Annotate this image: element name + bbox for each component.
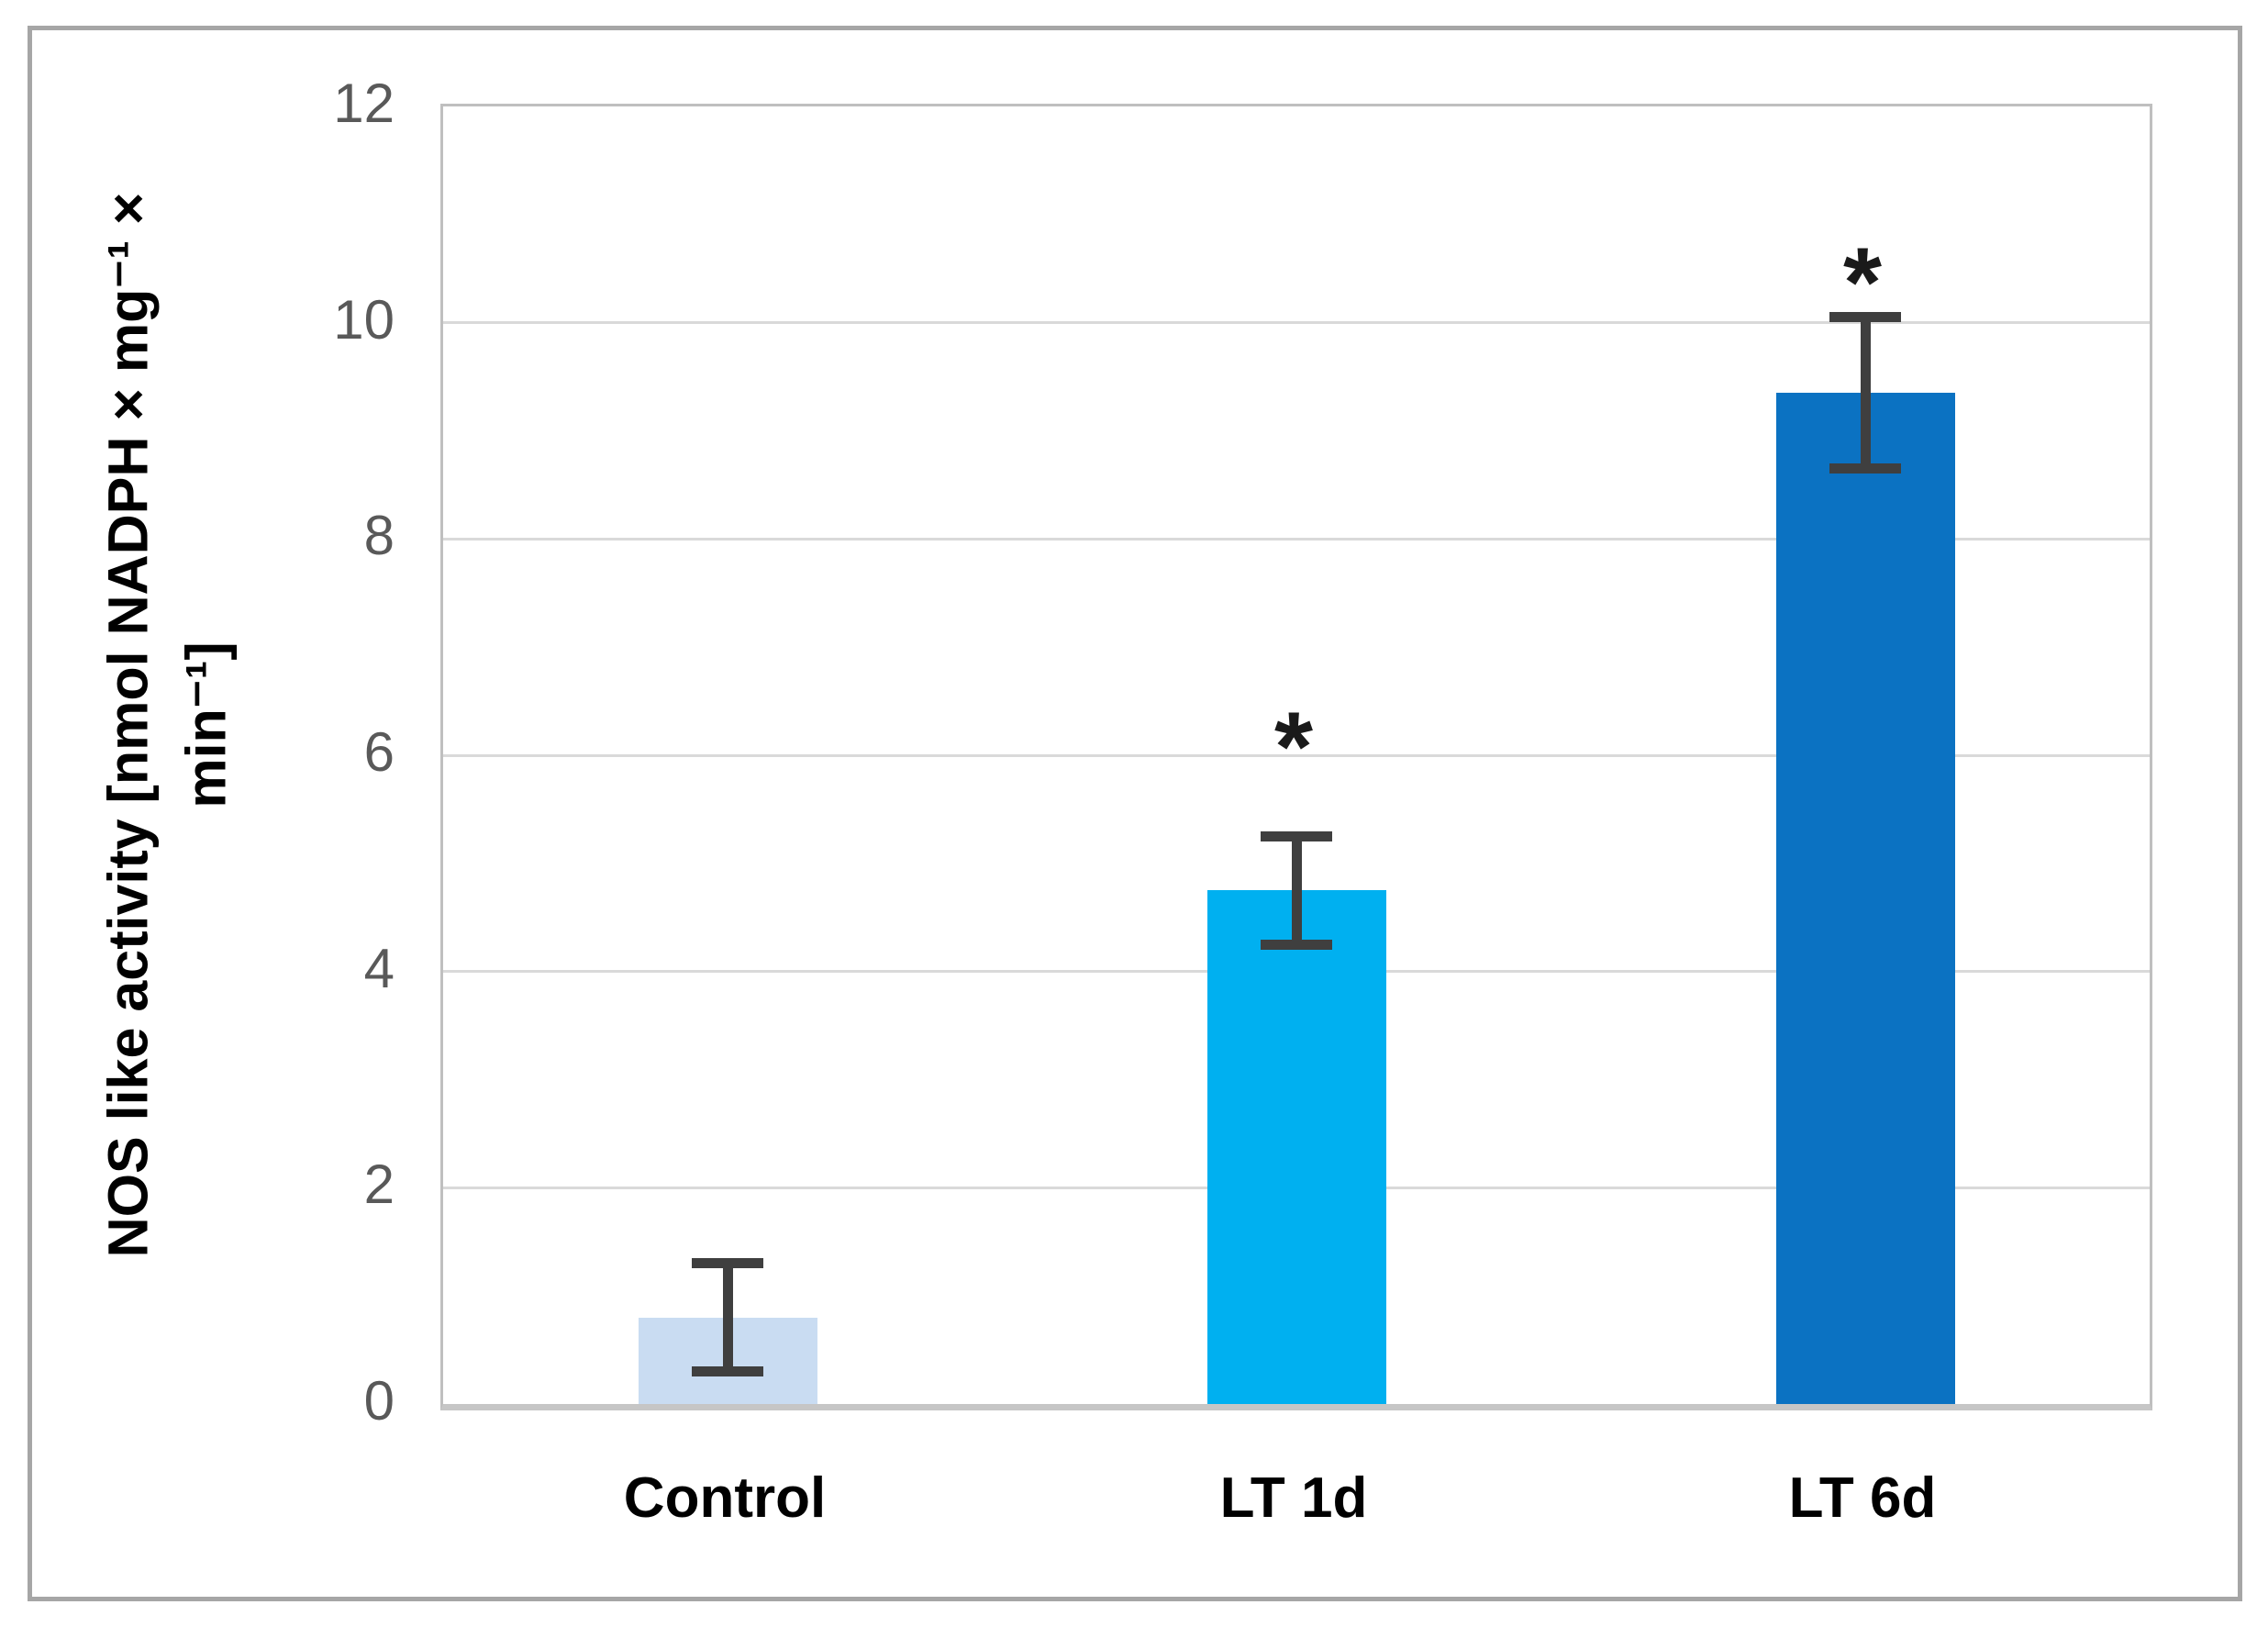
- y-tick-label: 4: [363, 937, 395, 999]
- gridline: [443, 321, 2150, 325]
- error-bar-cap: [1829, 463, 1901, 474]
- significance-asterisk: *: [1273, 690, 1314, 802]
- y-tick-label: 0: [363, 1370, 395, 1432]
- error-bar-cap: [1829, 312, 1901, 323]
- x-category-label: Control: [623, 1466, 827, 1530]
- figure-border: [28, 26, 2242, 1601]
- plot-area: [440, 104, 2152, 1410]
- error-bar: [1860, 317, 1871, 469]
- error-bar-cap: [1261, 830, 1332, 841]
- y-tick-label: 6: [363, 721, 395, 783]
- gridline: [443, 753, 2150, 757]
- y-tick-label: 10: [333, 288, 395, 351]
- error-bar: [1291, 836, 1302, 945]
- error-bar-cap: [692, 1258, 763, 1269]
- gridline: [443, 537, 2150, 540]
- bar-lt-1d: [1206, 890, 1386, 1404]
- error-bar-cap: [1261, 939, 1332, 950]
- x-category-label: LT 6d: [1788, 1466, 1937, 1530]
- x-category-label: LT 1d: [1219, 1466, 1368, 1530]
- significance-asterisk: *: [1842, 226, 1883, 338]
- y-tick-label: 8: [363, 505, 395, 567]
- y-tick-label: 2: [363, 1153, 395, 1216]
- bar-lt-6d: [1775, 393, 1955, 1404]
- error-bar: [722, 1263, 733, 1372]
- error-bar-cap: [692, 1366, 763, 1377]
- y-tick-label: 12: [333, 72, 395, 134]
